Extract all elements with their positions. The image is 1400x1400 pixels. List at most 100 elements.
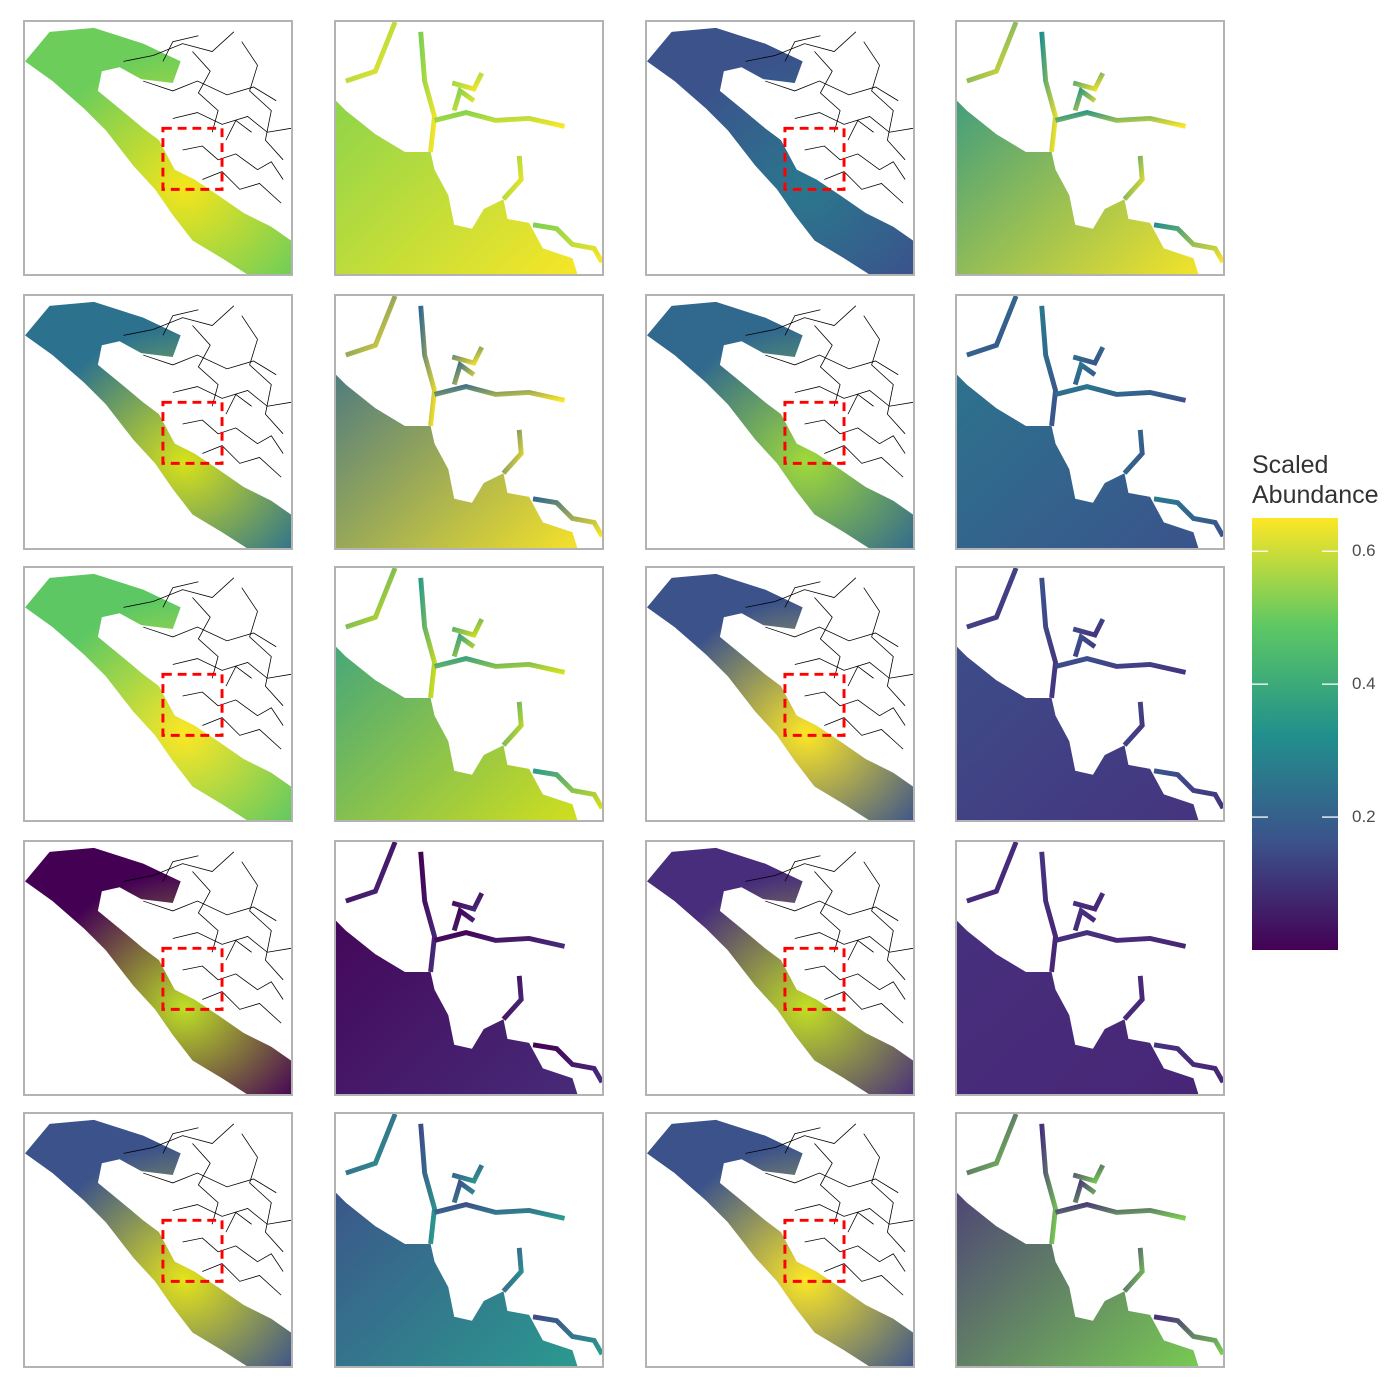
legend-title: Scaled Abundance bbox=[1252, 450, 1379, 510]
coastline-outline bbox=[745, 31, 857, 62]
coastline-outline bbox=[123, 577, 235, 608]
inlet-channel bbox=[1072, 72, 1106, 92]
inlet-channel bbox=[1054, 930, 1187, 949]
coastline-outline bbox=[172, 112, 291, 133]
inlet-channel bbox=[451, 618, 485, 638]
coastline-outline bbox=[172, 1204, 291, 1225]
inlet-channel bbox=[451, 86, 476, 112]
inlet-channel bbox=[451, 360, 476, 386]
inlet-channel bbox=[345, 22, 398, 84]
zoom-extent-box bbox=[783, 1218, 846, 1283]
coastline-outline bbox=[192, 597, 219, 679]
inlet-channel bbox=[433, 656, 566, 675]
inlet-channel bbox=[451, 1164, 485, 1184]
coastline-outline bbox=[745, 577, 857, 608]
coastline-outline bbox=[784, 855, 821, 882]
zoom-map-panel bbox=[955, 294, 1225, 550]
inlet-channel bbox=[966, 1114, 1019, 1176]
zoom-map-panel bbox=[334, 1112, 604, 1368]
inlet-channel bbox=[1122, 701, 1145, 747]
colorbar-tick-label: 0.4 bbox=[1352, 674, 1376, 694]
coastline-outline bbox=[765, 626, 899, 648]
inlet-channel bbox=[1153, 768, 1223, 810]
coastline-outline bbox=[765, 1172, 899, 1194]
inlet-channel bbox=[451, 632, 476, 658]
overview-map-panel bbox=[645, 566, 915, 822]
land-mask bbox=[957, 842, 1223, 1094]
inlet-channel bbox=[1153, 222, 1223, 264]
coastline-outline bbox=[123, 851, 235, 882]
coastline-outline bbox=[225, 1211, 252, 1233]
inlet-channel bbox=[1072, 618, 1106, 638]
water-body bbox=[25, 847, 291, 1094]
colorbar-gradient bbox=[1252, 518, 1338, 950]
coastline-outline bbox=[863, 587, 906, 707]
zoom-map-panel bbox=[955, 1112, 1225, 1368]
zoom-extent-box bbox=[161, 672, 224, 737]
inlet-channel bbox=[1039, 31, 1059, 153]
land-mask bbox=[336, 22, 602, 274]
coastline-outline bbox=[814, 51, 841, 133]
land-mask bbox=[336, 842, 602, 1094]
coastline-outline bbox=[202, 1263, 282, 1296]
inlet-channel bbox=[345, 1114, 398, 1176]
inlet-channel bbox=[1054, 656, 1187, 675]
land-mask bbox=[957, 296, 1223, 548]
coastline-outline bbox=[241, 861, 284, 981]
coastline-outline bbox=[804, 691, 906, 726]
coastline-outline bbox=[863, 315, 906, 435]
inlet-channel bbox=[1122, 429, 1145, 475]
inlet-channel bbox=[1072, 1178, 1097, 1204]
coastline-outline bbox=[784, 581, 821, 608]
coastline-outline bbox=[804, 965, 906, 1000]
inlet-channel bbox=[345, 568, 398, 630]
water-body bbox=[25, 1119, 291, 1366]
water-body bbox=[647, 847, 913, 1094]
inlet-channel bbox=[1122, 1247, 1145, 1293]
inlet-channel bbox=[501, 155, 524, 201]
coastline-outline bbox=[784, 35, 821, 62]
zoom-extent-box bbox=[161, 946, 224, 1011]
inlet-channel bbox=[1153, 1314, 1223, 1356]
inlet-channel bbox=[451, 906, 476, 932]
colorbar bbox=[1252, 518, 1338, 950]
coastline-outline bbox=[814, 325, 841, 407]
inlet-channel bbox=[532, 1314, 602, 1356]
inlet-channel bbox=[433, 384, 566, 403]
water-body bbox=[25, 301, 291, 548]
water-body bbox=[25, 27, 291, 274]
colorbar-legend: Scaled Abundance 0.6 0.4 0.2 bbox=[1252, 450, 1400, 970]
coastline-outline bbox=[847, 393, 874, 415]
zoom-extent-box bbox=[161, 126, 224, 191]
coastline-outline bbox=[784, 1127, 821, 1154]
coastline-outline bbox=[847, 939, 874, 961]
zoom-map-panel bbox=[955, 20, 1225, 276]
inlet-channel bbox=[418, 31, 438, 153]
coastline-outline bbox=[192, 1143, 219, 1225]
inlet-channel bbox=[451, 72, 485, 92]
coastline-outline bbox=[182, 965, 284, 1000]
legend-title-line-1: Scaled bbox=[1252, 451, 1329, 479]
coastline-outline bbox=[814, 871, 841, 953]
zoom-extent-box bbox=[783, 126, 846, 191]
inlet-channel bbox=[1153, 496, 1223, 538]
water-body bbox=[647, 573, 913, 820]
inlet-channel bbox=[433, 110, 566, 129]
inlet-channel bbox=[501, 1247, 524, 1293]
coastline-outline bbox=[143, 80, 277, 102]
zoom-extent-box bbox=[783, 672, 846, 737]
coastline-outline bbox=[192, 325, 219, 407]
coastline-outline bbox=[863, 861, 906, 981]
coastline-outline bbox=[765, 354, 899, 376]
coastline-outline bbox=[225, 393, 252, 415]
inlet-channel bbox=[1072, 1164, 1106, 1184]
inlet-channel bbox=[433, 930, 566, 949]
inlet-channel bbox=[1039, 577, 1059, 699]
water-body bbox=[647, 1119, 913, 1366]
inlet-channel bbox=[532, 222, 602, 264]
coastline-outline bbox=[804, 1237, 906, 1272]
inlet-channel bbox=[451, 892, 485, 912]
coastline-outline bbox=[863, 41, 906, 161]
coastline-outline bbox=[745, 1123, 857, 1154]
coastline-outline bbox=[202, 171, 282, 204]
